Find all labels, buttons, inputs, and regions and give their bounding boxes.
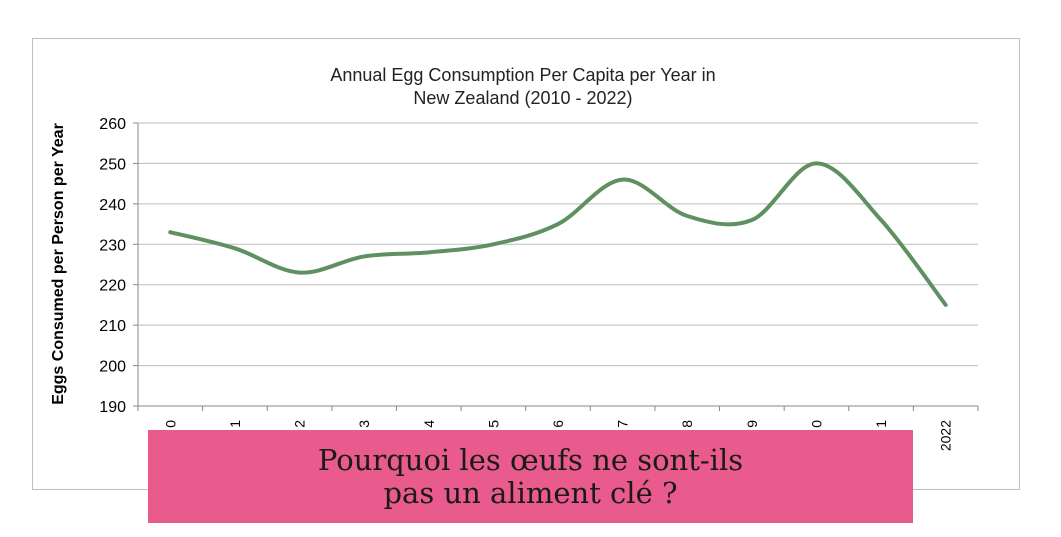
series-line-eggs-per-capita	[168, 161, 948, 307]
chart-title-line-2: New Zealand (2010 - 2022)	[413, 88, 632, 108]
y-tick-label: 250	[99, 156, 126, 173]
title-overlay-banner: Pourquoi les œufs ne sont-ils pas un ali…	[148, 430, 913, 523]
y-tick-label: 220	[99, 278, 126, 295]
x-tick-label: 4	[421, 420, 437, 428]
overlay-line-2: pas un aliment clé ?	[383, 475, 678, 510]
x-tick-label: 3	[356, 420, 372, 428]
x-tick-label: 0	[808, 420, 824, 428]
x-tick-label: 6	[550, 420, 566, 428]
x-tick-label: 8	[679, 420, 695, 428]
y-tick-label: 200	[99, 359, 126, 376]
y-tick-label: 240	[99, 197, 126, 214]
x-tick-label: 2	[292, 420, 308, 428]
y-tick-label: 190	[99, 399, 126, 416]
overlay-line-1: Pourquoi les œufs ne sont-ils	[317, 442, 744, 477]
x-tick-label: 0	[162, 420, 178, 428]
x-tick-label: 2022	[938, 420, 954, 451]
x-tick-label: 7	[615, 420, 631, 428]
chart-frame	[32, 38, 1020, 490]
y-tick-label: 230	[99, 237, 126, 254]
x-tick-label: 1	[227, 420, 243, 428]
y-tick-label: 210	[99, 318, 126, 335]
x-tick-label: 1	[873, 420, 889, 428]
y-tick-label: 260	[99, 116, 126, 133]
x-tick-label: 9	[744, 420, 760, 428]
chart-title-line-1: Annual Egg Consumption Per Capita per Ye…	[330, 65, 715, 85]
y-axis-label: Eggs Consumed per Person per Year	[50, 123, 67, 405]
x-tick-label: 5	[485, 420, 501, 428]
